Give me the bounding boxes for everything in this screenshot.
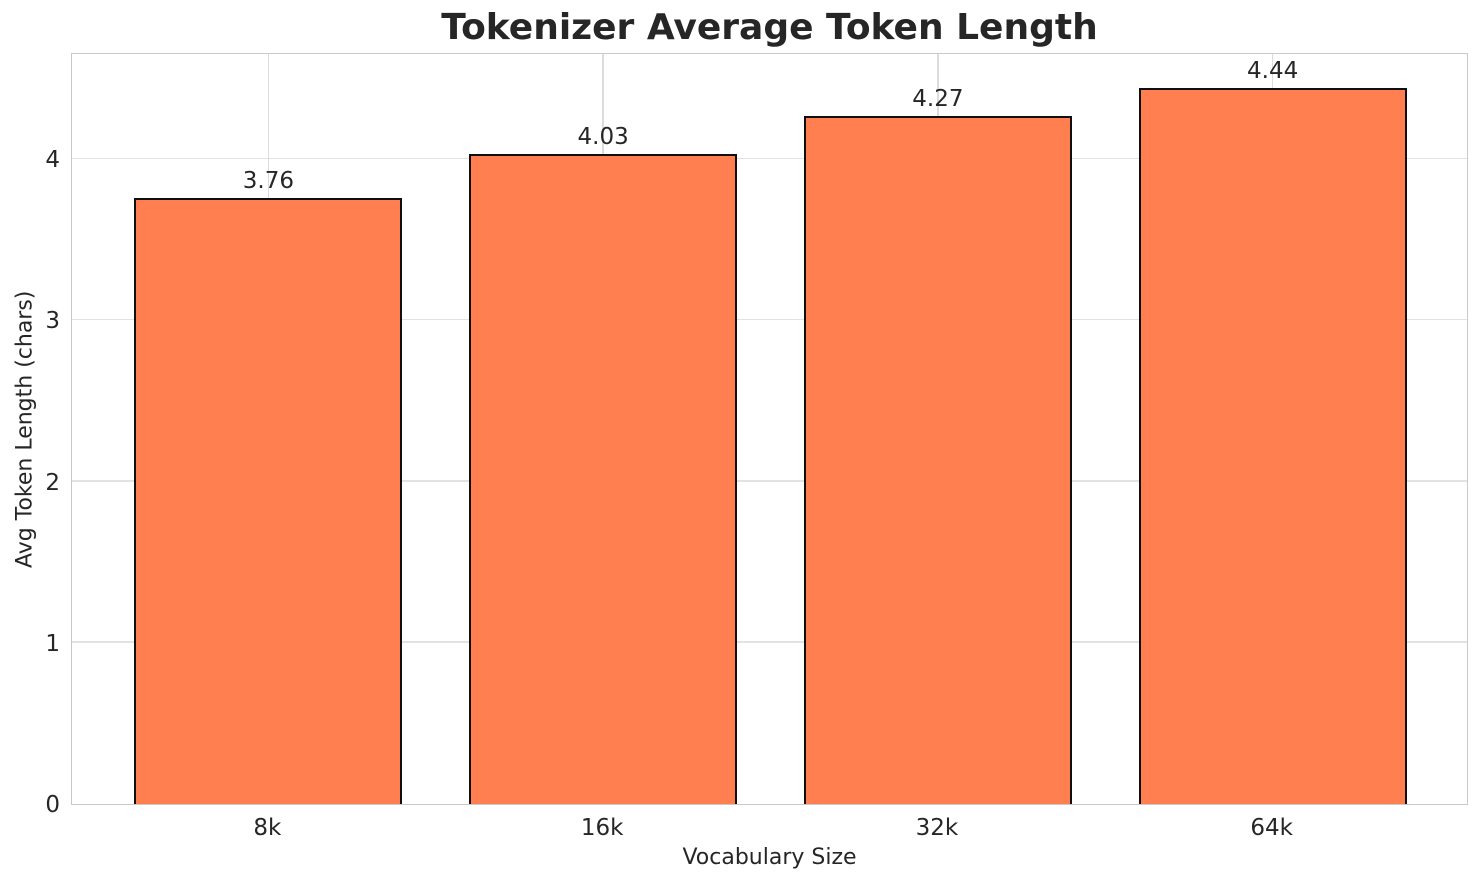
y-tick-label: 3 (45, 308, 60, 335)
bar-32k (803, 115, 1072, 804)
bar-64k (1138, 88, 1407, 804)
plot-area: 3.76 4.03 4.27 4.44 (71, 53, 1468, 805)
horizontal-gridline (72, 157, 1467, 160)
y-tick-label: 1 (45, 630, 60, 657)
y-tick-label: 4 (45, 147, 60, 174)
bar-value-label: 4.44 (1247, 58, 1299, 85)
bar-8k (134, 197, 403, 804)
bar-value-label: 4.27 (912, 85, 964, 112)
x-tick-label: 32k (915, 815, 959, 841)
bar-value-label: 4.03 (577, 124, 629, 151)
horizontal-gridline (72, 641, 1467, 643)
x-tick-label: 64k (1250, 815, 1293, 841)
x-axis-label: Vocabulary Size (682, 845, 857, 870)
horizontal-gridline (72, 318, 1467, 321)
horizontal-gridline (72, 480, 1467, 482)
x-tick-label: 16k (580, 815, 624, 841)
y-tick-label: 2 (45, 469, 60, 496)
bar-value-label: 3.76 (242, 167, 294, 194)
chart-title: Tokenizer Average Token Length (441, 7, 1098, 48)
bar-16k (469, 154, 738, 804)
x-tick-label: 8k (253, 815, 282, 841)
y-tick-label: 0 (45, 792, 60, 818)
